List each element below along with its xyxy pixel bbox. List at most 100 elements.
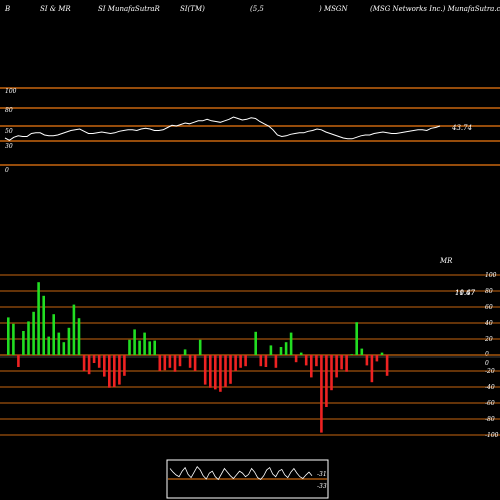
mrsi-tick-label-9: -60 — [485, 400, 495, 407]
mini-panel: -31 -33 — [166, 459, 329, 499]
rsi-tick-label-0: 100 — [5, 88, 17, 95]
mrsi-tick-label-2: 60 — [485, 304, 493, 311]
mrsi-bar-66 — [340, 355, 343, 370]
mrsi-tick-label-3: 40 — [484, 320, 493, 327]
mrsi-bar-45 — [234, 355, 237, 371]
mrsi-bar-54 — [279, 347, 283, 355]
mrsi-bar-28 — [148, 341, 151, 355]
rsi-last-value-label: 43.74 — [451, 124, 472, 132]
mrsi-bar-49 — [254, 331, 257, 355]
mrsi-bar-37 — [193, 355, 197, 371]
mrsi-bar-12 — [67, 327, 71, 355]
mrsi-bar-55 — [284, 342, 288, 355]
mrsi-bar-57 — [294, 355, 298, 363]
rsi-tick-labels: 100 80 50 30 0 — [5, 88, 17, 174]
mrsi-bar-20 — [108, 355, 111, 388]
mrsi-tick-label-7: -20 — [485, 368, 495, 375]
mrsi-bar-22 — [118, 355, 121, 385]
mrsi-bar-8 — [47, 336, 50, 355]
mrsi-gridlines — [0, 274, 500, 436]
mrsi-bar-41 — [214, 355, 217, 390]
mrsi-bar-5 — [32, 311, 35, 355]
mrsi-bar-44 — [229, 355, 232, 384]
mrsi-bar-64 — [330, 355, 333, 391]
chart-header: B SI & MR SI MunafaSutraR SI(TM) (5,5 ) … — [4, 5, 500, 13]
mrsi-bar-72 — [370, 355, 374, 383]
mrsi-bar-14 — [77, 318, 81, 355]
mrsi-bar-53 — [274, 355, 278, 368]
header-segment-1: B — [4, 5, 10, 13]
header-segment-5: (5,5 — [250, 5, 264, 13]
mini-label-2: -33 — [317, 483, 327, 490]
header-segment-4: SI(TM) — [180, 5, 205, 13]
mrsi-bar-29 — [153, 340, 156, 355]
mrsi-bar-46 — [239, 355, 242, 368]
rsi-tick-label-3: 30 — [5, 143, 13, 150]
mrsi-bar-58 — [299, 352, 303, 355]
mrsi-tick-label-11: -100 — [485, 432, 499, 439]
mrsi-bar-27 — [143, 332, 146, 355]
mrsi-bar-52 — [269, 345, 273, 355]
mrsi-bar-35 — [183, 349, 187, 355]
header-segment-7: (MSG Networks Inc.) MunafaSutra.com — [370, 5, 500, 13]
mrsi-bar-15 — [82, 355, 86, 371]
mrsi-title: MR — [439, 257, 453, 265]
header-segment-3: SI MunafaSutraR — [98, 5, 161, 13]
mrsi-tick-label-0: 100 — [485, 272, 497, 279]
mrsi-bar-31 — [163, 355, 167, 371]
mrsi-bar-59 — [304, 355, 308, 366]
mrsi-bar-75 — [385, 355, 389, 376]
mrsi-bar-17 — [92, 355, 96, 363]
mini-label-1: -31 — [317, 471, 327, 478]
mrsi-bar-16 — [87, 355, 91, 375]
mrsi-bar-21 — [113, 355, 116, 387]
mrsi-tick-label-10: -80 — [485, 416, 495, 423]
mrsi-bar-47 — [244, 355, 247, 367]
mrsi-bar-18 — [97, 355, 101, 368]
mrsi-bar-56 — [289, 332, 293, 355]
rsi-panel: 100 80 50 30 0 43.74 — [0, 87, 500, 174]
mrsi-bar-23 — [123, 355, 126, 376]
mrsi-bar-70 — [360, 348, 364, 355]
mrsi-bar-73 — [375, 355, 379, 362]
mrsi-bar-65 — [335, 355, 338, 378]
header-segment-2: SI & MR — [40, 5, 71, 13]
rsi-tick-label-1: 80 — [5, 107, 13, 114]
mrsi-bar-42 — [219, 355, 222, 392]
mrsi-bar-69 — [355, 322, 358, 355]
mrsi-bar-3 — [22, 331, 25, 355]
mrsi-bar-0 — [7, 317, 10, 355]
mrsi-last-value-label-2: 11.67 — [455, 289, 476, 297]
mrsi-bar-25 — [133, 329, 136, 355]
mrsi-tick-label-8: -40 — [485, 384, 495, 391]
rsi-series-line — [4, 116, 441, 141]
mrsi-bar-9 — [52, 314, 55, 355]
mrsi-bar-62 — [320, 355, 323, 433]
mrsi-bar-40 — [209, 355, 212, 388]
mini-series-line — [169, 466, 313, 481]
mrsi-bar-1 — [12, 323, 15, 355]
mrsi-panel: MR 1008060402000-20-40-60-80-100 10.47 1… — [0, 257, 500, 439]
header-segment-6: ) MSGN — [318, 5, 349, 13]
mrsi-bar-60 — [310, 355, 313, 378]
mrsi-bar-30 — [158, 355, 162, 371]
mrsi-bar-13 — [72, 304, 76, 355]
mrsi-bar-19 — [103, 355, 106, 377]
mrsi-tick-label-6: 0 — [485, 360, 489, 367]
mrsi-bar-51 — [264, 355, 268, 367]
mrsi-bar-63 — [325, 355, 328, 407]
mrsi-bar-61 — [315, 355, 318, 367]
mrsi-bar-43 — [224, 355, 227, 387]
mrsi-bar-34 — [178, 355, 182, 367]
rsi-tick-label-2: 50 — [5, 128, 13, 135]
mrsi-bar-36 — [188, 355, 192, 368]
mrsi-bar-32 — [168, 355, 172, 368]
mrsi-bar-71 — [365, 355, 369, 366]
mrsi-bar-10 — [57, 332, 61, 355]
mrsi-bar-68 — [350, 354, 353, 355]
mrsi-bar-50 — [259, 355, 263, 367]
mrsi-bar-67 — [345, 355, 348, 372]
mrsi-bar-74 — [380, 352, 384, 355]
mrsi-bar-24 — [128, 339, 131, 355]
